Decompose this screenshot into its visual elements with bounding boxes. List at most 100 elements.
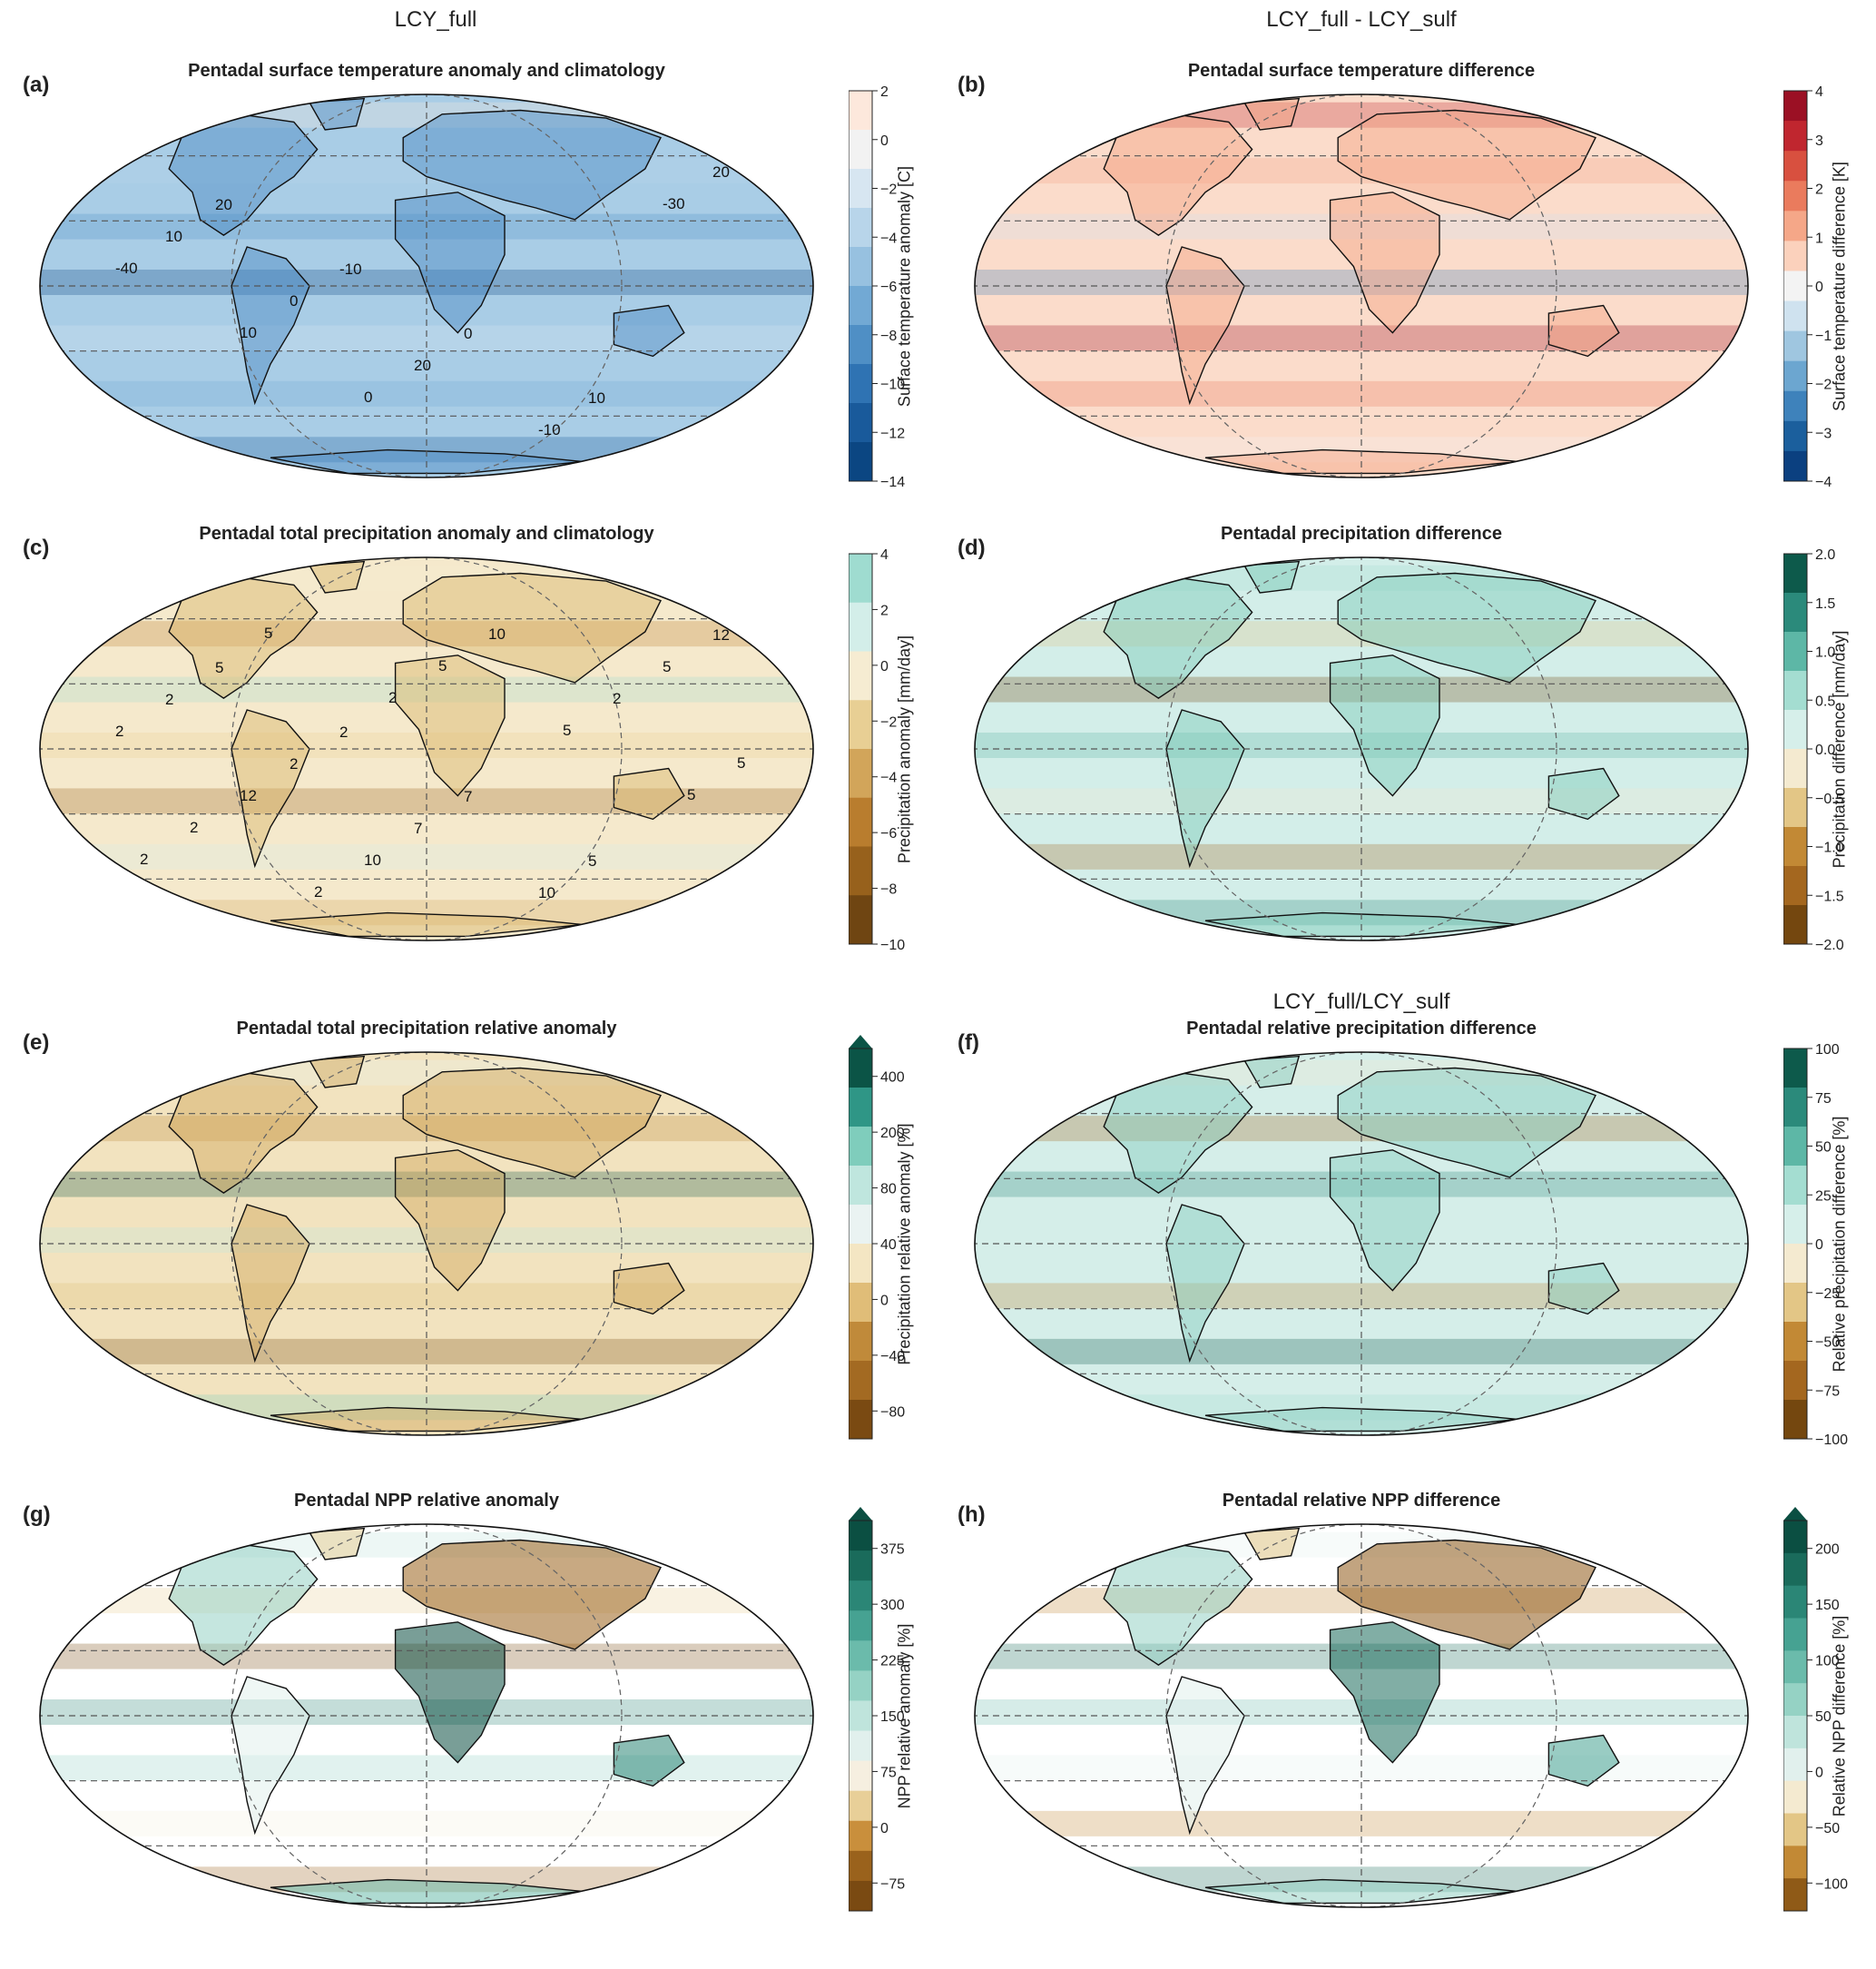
- panel-title: Pentadal total precipitation anomaly and…: [199, 524, 654, 544]
- colorbar-segment: [849, 364, 872, 404]
- colorbar-tick-label: 0: [1815, 280, 1823, 295]
- map-panel: (e) Pentadal total precipitation relative…: [0, 1008, 935, 1462]
- colorbar-segment: [849, 1580, 872, 1611]
- colorbar-tick-label: −75: [1815, 1383, 1840, 1399]
- contour-label: 7: [464, 788, 472, 805]
- ocean-fill: [975, 1052, 1748, 1435]
- continent-outline: [1329, 1621, 1440, 1764]
- map-panel: (g) Pentadal NPP relative anomaly 375 300 22…: [0, 1480, 935, 1934]
- colorbar-tick-label: 75: [1815, 1091, 1832, 1107]
- colorbar-tick-label: −1.0: [1815, 841, 1844, 856]
- colorbar: 375 300 225 150 75 0 −75: [849, 1507, 905, 1912]
- continent-outline: [1329, 655, 1440, 797]
- column-title-lcy-full: LCY_full: [394, 7, 477, 32]
- colorbar-segment: [849, 1400, 872, 1440]
- colorbar-tick-label: 4: [1815, 84, 1823, 100]
- colorbar-segment: [1783, 1813, 1807, 1846]
- colorbar-label: Surface temperature anomaly [C]: [895, 165, 914, 408]
- colorbar-tick-label: −50: [1815, 1821, 1840, 1836]
- colorbar-tick-label: 25: [1815, 1188, 1832, 1204]
- contour-label: -10: [339, 261, 362, 278]
- panel-letter: (g): [23, 1502, 51, 1527]
- continent-outline: [1337, 109, 1596, 221]
- colorbar-segment: [849, 1521, 872, 1551]
- contour-label: 2: [314, 883, 322, 901]
- panel-title: Pentadal surface temperature difference: [1187, 61, 1536, 81]
- colorbar-segment: [1783, 1088, 1807, 1127]
- contour-label: 5: [215, 659, 223, 676]
- colorbar-tick-label: 1: [1815, 231, 1823, 246]
- panel-letter: (d): [958, 536, 986, 560]
- colorbar-segment: [1783, 1361, 1807, 1401]
- world-map: 5 5 2 7 5 12 2 2 7 10 5 2 12 10 10 2 5 2 2 5 5 5 2 5 2: [39, 556, 814, 941]
- map-outline: [974, 556, 1749, 941]
- colorbar-segment: [849, 247, 872, 287]
- contour-label: 10: [538, 884, 555, 901]
- contour-label: 20: [712, 163, 730, 181]
- world-map: [974, 556, 1749, 941]
- continent-outline: [168, 113, 319, 236]
- colorbar-tick-label: 200: [880, 1126, 905, 1141]
- continent-outline: [1103, 576, 1253, 699]
- colorbar-segment: [1783, 1650, 1807, 1684]
- colorbar-tick-label: −75: [880, 1876, 905, 1892]
- colorbar-label: Relative precipitation difference [%]: [1830, 1116, 1849, 1373]
- colorbar-tick-label: 100: [1815, 1654, 1840, 1669]
- panel-letter: (b): [958, 73, 986, 97]
- continent-outline: [1329, 192, 1440, 334]
- colorbar-segment: [849, 1244, 872, 1284]
- map-outline: [39, 94, 814, 478]
- colorbar-tick-label: 80: [880, 1182, 897, 1197]
- contour-label: 10: [588, 389, 605, 407]
- colorbar-segment: [1783, 271, 1807, 302]
- colorbar-segment: [1783, 1244, 1807, 1284]
- contour-label: 2: [339, 724, 348, 741]
- world-map: [39, 1051, 814, 1436]
- continent-outline: [1242, 1527, 1301, 1560]
- continent-outline: [308, 1527, 366, 1560]
- colorbar-tick-label: 0: [880, 1293, 889, 1308]
- ocean-fill: [40, 94, 813, 477]
- map-outline: [39, 556, 814, 941]
- contour-label: 5: [663, 658, 671, 675]
- continent-outline: [1329, 1149, 1440, 1292]
- colorbar-segment: [849, 1322, 872, 1362]
- contour-label: 12: [240, 787, 257, 804]
- continent-outline: [402, 109, 662, 221]
- colorbar-segment: [849, 1640, 872, 1671]
- colorbar-extend-arrow: [1783, 1507, 1807, 1521]
- contour-label: 5: [687, 786, 695, 803]
- contour-label: 2: [613, 690, 621, 707]
- contour-label: 10: [91, 132, 108, 149]
- panel-title: Pentadal surface temperature anomaly and…: [188, 61, 665, 81]
- colorbar-segment: [1783, 788, 1807, 828]
- map-panel: (c) Pentadal total precipitation anomaly …: [0, 513, 935, 967]
- colorbar: 100 75 50 25 0 −25 −50 −75 −100: [1783, 1042, 1848, 1448]
- colorbar-segment: [849, 1127, 872, 1167]
- continent-outline: [1337, 1067, 1596, 1178]
- map-outline: [974, 1523, 1749, 1908]
- panel-letter: (e): [23, 1030, 50, 1055]
- colorbar-segment: [1783, 1846, 1807, 1879]
- contour-label: 2: [140, 851, 148, 868]
- panel-letter: (a): [23, 73, 50, 97]
- map-panel: (d) Pentadal precipitation difference 2.0 1…: [935, 513, 1870, 967]
- contour-label: 2: [290, 755, 298, 773]
- continent-outline: [394, 1621, 506, 1764]
- colorbar-segment: [849, 1670, 872, 1701]
- colorbar-segment: [1783, 360, 1807, 392]
- colorbar-segment: [1783, 827, 1807, 867]
- colorbar-segment: [849, 749, 872, 799]
- colorbar-segment: [849, 325, 872, 365]
- colorbar-segment: [1783, 866, 1807, 906]
- colorbar-segment: [1783, 1585, 1807, 1619]
- colorbar-tick-label: −2: [880, 182, 897, 198]
- map-panel: (f) Pentadal relative precipitation diffe…: [935, 1008, 1870, 1462]
- colorbar-segment: [849, 1610, 872, 1641]
- panel-title: Pentadal relative NPP difference: [1222, 1491, 1501, 1511]
- contour-label: 0: [364, 389, 372, 406]
- colorbar-segment: [849, 91, 872, 131]
- world-map: [39, 1523, 814, 1908]
- colorbar-segment: [849, 895, 872, 945]
- colorbar-extend-arrow: [849, 1507, 872, 1521]
